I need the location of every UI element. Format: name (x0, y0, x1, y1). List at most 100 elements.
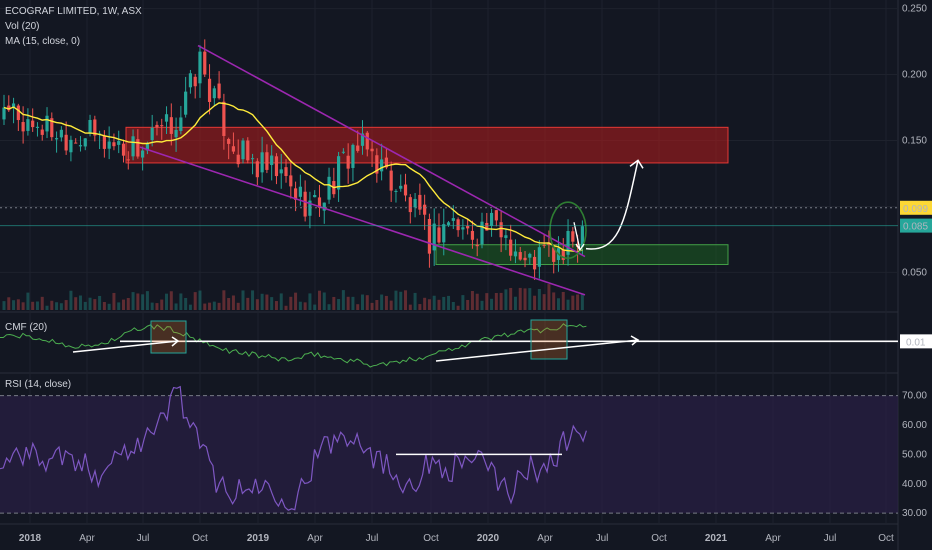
candle[interactable] (480, 212, 484, 249)
candle[interactable] (21, 106, 25, 144)
wedge-lower-line[interactable] (139, 146, 586, 296)
candle[interactable] (461, 219, 465, 240)
candle[interactable] (437, 213, 441, 244)
candle[interactable] (532, 249, 537, 280)
candle[interactable] (93, 115, 97, 142)
candle[interactable] (485, 212, 489, 231)
candle[interactable] (537, 240, 541, 279)
candle[interactable] (513, 239, 518, 264)
candle[interactable] (255, 158, 259, 186)
candle[interactable] (40, 124, 44, 141)
candle[interactable] (518, 246, 522, 261)
candle[interactable] (207, 64, 212, 115)
candle[interactable] (380, 143, 384, 181)
candle[interactable] (341, 148, 345, 155)
candle[interactable] (528, 252, 532, 265)
candle[interactable] (78, 136, 83, 152)
candle[interactable] (475, 238, 479, 257)
candle[interactable] (2, 94, 6, 126)
candle[interactable] (308, 191, 312, 229)
candle[interactable] (346, 143, 350, 184)
candle[interactable] (365, 130, 369, 157)
candle[interactable] (332, 167, 336, 198)
candle[interactable] (188, 69, 193, 94)
candle[interactable] (155, 121, 159, 136)
candle[interactable] (59, 126, 63, 142)
candle[interactable] (35, 122, 40, 137)
candle[interactable] (270, 145, 274, 181)
candle[interactable] (83, 138, 87, 151)
candle[interactable] (413, 192, 417, 218)
candle[interactable] (327, 167, 331, 204)
candle[interactable] (246, 137, 250, 164)
candle[interactable] (466, 219, 470, 235)
rsi-line[interactable] (0, 385, 587, 511)
price-pane[interactable] (0, 39, 898, 310)
candle[interactable] (303, 180, 307, 222)
candle[interactable] (274, 153, 279, 185)
candle[interactable] (217, 71, 221, 100)
candle[interactable] (313, 190, 317, 198)
candle[interactable] (399, 174, 403, 192)
candle[interactable] (279, 153, 283, 189)
candle[interactable] (356, 130, 360, 153)
candle[interactable] (552, 244, 556, 274)
rsi-pane[interactable] (0, 385, 898, 514)
candle[interactable] (360, 120, 365, 155)
candle[interactable] (31, 108, 35, 132)
candle[interactable] (74, 138, 78, 144)
candle[interactable] (317, 184, 322, 217)
candle[interactable] (131, 129, 135, 161)
candle[interactable] (164, 106, 169, 135)
candle[interactable] (542, 234, 546, 249)
candle[interactable] (227, 137, 231, 160)
candle[interactable] (160, 118, 164, 140)
candle[interactable] (499, 211, 503, 253)
candle[interactable] (121, 139, 126, 163)
candle[interactable] (107, 126, 111, 160)
candle[interactable] (69, 135, 73, 162)
candle[interactable] (418, 183, 422, 215)
candle[interactable] (561, 238, 565, 265)
candle[interactable] (432, 208, 436, 266)
candle[interactable] (394, 189, 398, 203)
candle[interactable] (126, 151, 130, 170)
candle[interactable] (408, 194, 412, 224)
candle[interactable] (141, 146, 145, 171)
wedge-upper-line[interactable] (197, 44, 586, 258)
candle[interactable] (102, 130, 106, 158)
candle[interactable] (179, 105, 183, 135)
candle[interactable] (403, 173, 408, 202)
candle[interactable] (489, 208, 494, 237)
candle[interactable] (494, 209, 498, 227)
candle[interactable] (571, 227, 575, 248)
candle[interactable] (389, 161, 393, 202)
candle[interactable] (198, 45, 202, 98)
candle[interactable] (351, 143, 355, 182)
candle[interactable] (112, 133, 116, 151)
candle[interactable] (370, 139, 374, 167)
candle[interactable] (241, 138, 245, 164)
candle[interactable] (260, 136, 264, 183)
candle[interactable] (16, 103, 20, 131)
candle[interactable] (193, 73, 197, 99)
cmf-line[interactable] (0, 323, 587, 368)
candle[interactable] (289, 159, 293, 199)
candle[interactable] (45, 107, 49, 139)
candle[interactable] (26, 108, 30, 136)
candle[interactable] (504, 229, 508, 251)
candle[interactable] (212, 85, 216, 107)
candle[interactable] (169, 103, 173, 146)
cmf-pane[interactable] (0, 319, 898, 368)
candle[interactable] (427, 213, 432, 268)
candle[interactable] (150, 114, 154, 147)
candle[interactable] (250, 153, 255, 175)
candle[interactable] (136, 129, 140, 159)
candle[interactable] (509, 224, 513, 261)
candle[interactable] (50, 112, 54, 141)
candle[interactable] (236, 139, 240, 168)
candle[interactable] (337, 151, 341, 202)
candle[interactable] (174, 117, 178, 152)
candle[interactable] (11, 97, 16, 124)
